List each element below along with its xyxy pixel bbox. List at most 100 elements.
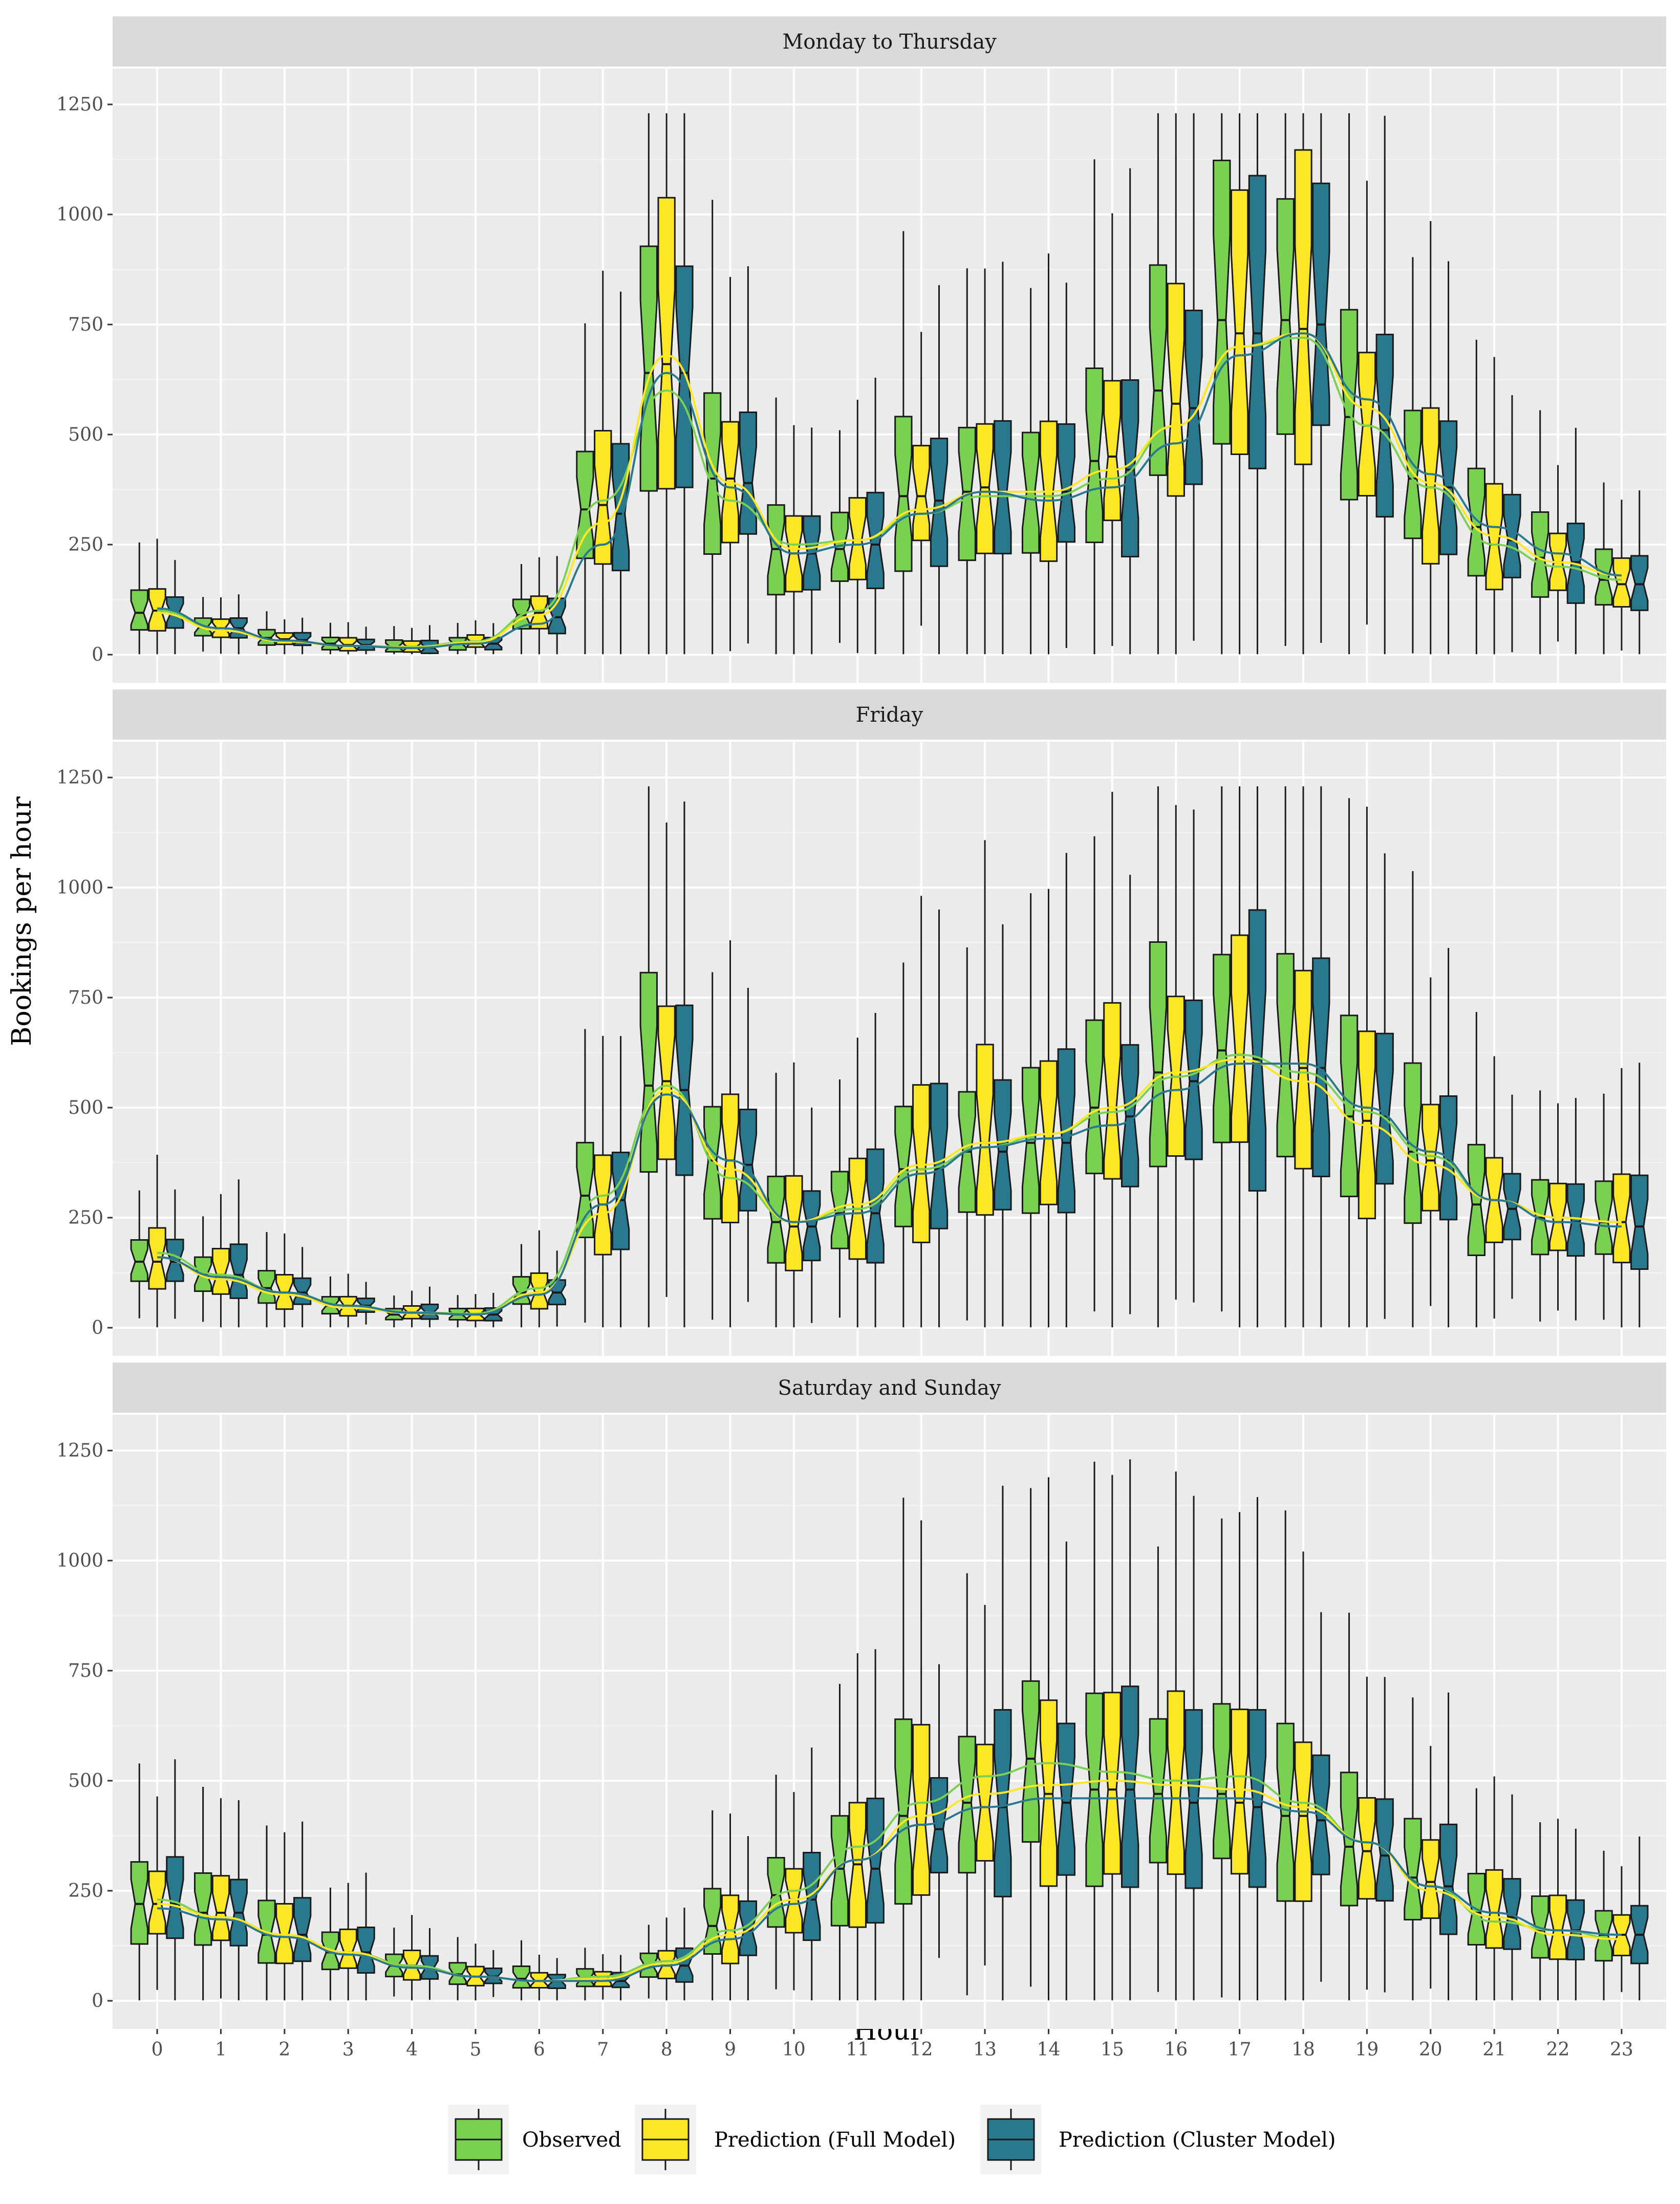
notched-box <box>994 420 1012 555</box>
y-tick-label: 250 <box>68 1207 103 1228</box>
notched-box <box>1121 379 1139 557</box>
notched-box <box>1375 1032 1394 1185</box>
box <box>293 1821 312 2001</box>
facet-strip <box>113 689 1666 740</box>
box <box>512 1940 531 2001</box>
notched-box <box>639 245 658 492</box>
box <box>1312 113 1330 643</box>
notched-box <box>1531 511 1549 598</box>
notched-box <box>1421 1839 1440 1919</box>
notched-box <box>657 1005 676 1160</box>
box <box>1404 257 1422 654</box>
box <box>675 801 694 1328</box>
box <box>994 1485 1012 2001</box>
box <box>894 1498 913 2001</box>
facet-title: Monday to Thursday <box>782 30 997 54</box>
y-tick-label: 250 <box>68 534 103 555</box>
box <box>1149 786 1168 1328</box>
notched-box <box>739 1900 758 1956</box>
box <box>166 1759 184 2001</box>
notched-box <box>211 1875 230 1941</box>
notched-box <box>703 1888 722 1955</box>
box <box>1057 283 1075 648</box>
box <box>1612 1068 1631 1328</box>
box <box>1467 1012 1485 1328</box>
notched-box <box>1213 954 1231 1143</box>
box <box>767 1072 785 1328</box>
box <box>1503 395 1521 653</box>
notched-box <box>803 1852 821 1941</box>
box <box>1421 977 1440 1306</box>
box <box>1421 1746 1440 1989</box>
box <box>1103 1475 1122 2001</box>
box <box>1503 1794 1521 2001</box>
notched-box <box>1276 953 1295 1158</box>
box <box>657 113 676 655</box>
facet-strip <box>113 1363 1666 1413</box>
notched-box <box>211 1247 230 1295</box>
notched-box <box>1439 1823 1458 1935</box>
y-tick-label: 1250 <box>56 1440 103 1461</box>
box <box>257 1231 276 1328</box>
box <box>1039 1477 1058 2001</box>
notched-box <box>1085 1019 1104 1175</box>
notched-box <box>1276 198 1295 435</box>
x-tick-label: 1 <box>215 2039 227 2060</box>
notched-box <box>1358 352 1376 497</box>
notched-box <box>767 1175 785 1264</box>
box <box>1039 889 1058 1328</box>
legend-label: Prediction (Cluster Model) <box>1059 2128 1336 2152</box>
box <box>530 557 549 655</box>
notched-box <box>576 1141 594 1238</box>
notched-box <box>1103 1002 1122 1180</box>
notched-box <box>1149 264 1168 476</box>
notched-box <box>166 1856 184 1939</box>
notched-box <box>976 1743 994 1862</box>
y-tick-label: 750 <box>68 987 103 1008</box>
y-tick-label: 500 <box>68 424 103 445</box>
notched-box <box>994 1709 1012 1897</box>
x-tick-label: 4 <box>406 2039 418 2060</box>
x-tick-label: 3 <box>342 2039 354 2060</box>
box <box>930 285 949 655</box>
notched-box <box>1548 1894 1567 1960</box>
box <box>229 1800 248 2001</box>
box <box>1149 1546 1168 1992</box>
x-tick-label: 12 <box>910 2039 933 2060</box>
notched-box <box>1294 1741 1312 1902</box>
facet-title: Saturday and Sunday <box>778 1376 1001 1400</box>
box <box>1421 221 1440 655</box>
box <box>1021 1488 1040 1987</box>
notched-box <box>1421 1104 1440 1212</box>
notched-box <box>848 497 867 580</box>
notched-box <box>512 1965 531 1989</box>
box <box>357 626 375 655</box>
box <box>1149 113 1168 655</box>
x-tick-label: 6 <box>533 2039 545 2060</box>
box <box>1085 1461 1104 2001</box>
x-tick-label: 5 <box>470 2039 482 2060</box>
notched-box <box>675 265 694 488</box>
notched-box <box>148 1870 166 1935</box>
notched-box <box>275 1903 294 1964</box>
notched-box <box>1121 1686 1139 1888</box>
notched-box <box>1294 969 1312 1170</box>
box <box>1340 113 1359 655</box>
notched-box <box>1248 909 1267 1192</box>
box <box>1531 410 1549 655</box>
x-tick-label: 13 <box>973 2039 997 2060</box>
notched-box <box>1167 283 1185 497</box>
box <box>1248 1497 1267 2001</box>
notched-box <box>1503 493 1521 578</box>
notched-box <box>1149 1718 1168 1864</box>
notched-box <box>739 1108 758 1212</box>
notched-box <box>1312 182 1330 426</box>
y-tick-label: 250 <box>68 1881 103 1902</box>
box <box>1085 836 1104 1312</box>
panel-background <box>113 69 1666 683</box>
box <box>803 1107 821 1323</box>
box <box>767 397 785 655</box>
box <box>1404 871 1422 1328</box>
notched-box <box>976 1044 994 1216</box>
